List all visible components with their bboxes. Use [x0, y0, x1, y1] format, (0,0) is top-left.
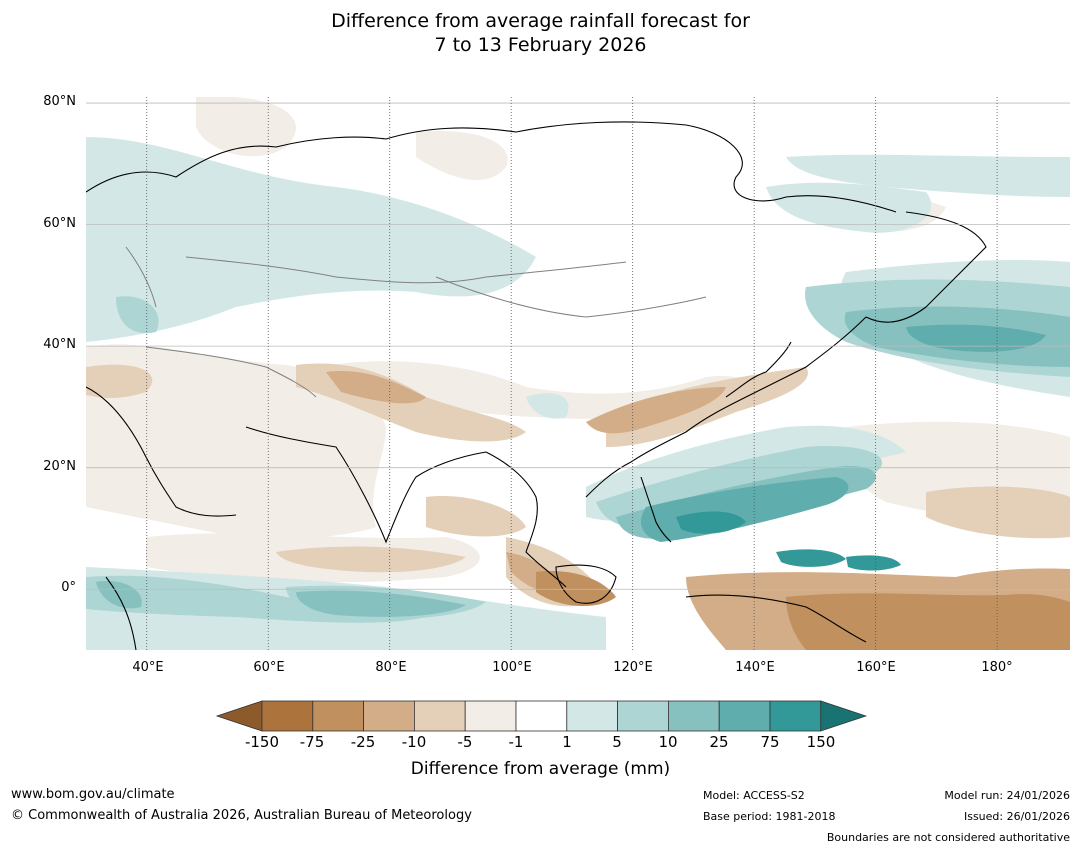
dry-area-borneo-sea	[536, 571, 616, 607]
legend-tick-minus-25: -25	[350, 733, 376, 751]
legend-tick-minus-5: -5	[457, 733, 473, 751]
footer-model-run: Model run: 24/01/2026	[944, 789, 1070, 802]
footer-copyright: © Commonwealth of Australia 2026, Austra…	[11, 808, 472, 823]
dry-area-east-pacific-2	[926, 486, 1070, 539]
lat-label-80n: 80°N	[43, 94, 76, 109]
legend-swatch-5	[464, 700, 517, 732]
legend-tick-1: 1	[562, 733, 572, 751]
longitude-gridlines	[146, 97, 998, 650]
coastline-kamchatka	[865, 211, 987, 323]
latitude-gridlines	[86, 102, 1070, 590]
lat-label-20n: 20°N	[43, 459, 76, 474]
coastline-east-africa	[105, 576, 137, 650]
coastline-arabia	[86, 386, 237, 517]
footer-issued: Issued: 26/01/2026	[963, 810, 1070, 823]
dry-area-south-china	[586, 387, 726, 434]
coastline-borneo	[555, 564, 617, 604]
border-china-mongolia	[435, 276, 707, 318]
very-heavy-wet-areas	[676, 511, 901, 571]
footer-disclaimer: Boundaries are not considered authoritat…	[826, 831, 1070, 844]
wet-area-caroline-islands-2	[846, 555, 901, 571]
very-dry-areas	[536, 571, 1070, 650]
dry-area-siberia	[416, 131, 508, 181]
rainfall-anomaly-map	[86, 97, 1070, 650]
legend-tick-5: 5	[612, 733, 622, 751]
border-eastern-europe	[125, 246, 157, 308]
legend-tick-25: 25	[709, 733, 729, 751]
wet-area-black-sea	[116, 296, 159, 334]
map-title-line-1: Difference from average rainfall forecas…	[331, 10, 750, 32]
wet-area-palau	[676, 511, 746, 534]
dry-area-arctic	[196, 97, 296, 157]
legend-swatches	[215, 700, 868, 732]
coastlines	[86, 121, 987, 650]
lon-label-60e: 60°E	[253, 660, 285, 675]
footer-model: Model: ACCESS-S2	[703, 789, 805, 802]
coastline-east-china	[585, 316, 867, 498]
lon-label-120e: 120°E	[613, 660, 653, 675]
legend-swatch-below-min	[215, 700, 263, 732]
dry-area-east-china-sea	[606, 367, 808, 447]
lon-label-40e: 40°E	[132, 660, 164, 675]
legend-swatch-4	[413, 700, 466, 732]
lon-label-100e: 100°E	[492, 660, 532, 675]
legend-swatch-above-max	[820, 700, 868, 732]
legend-tick-minus-75: -75	[299, 733, 325, 751]
wet-area-north-pacific-heavy	[906, 324, 1046, 352]
wet-area-indian-ocean-core	[296, 590, 466, 617]
legend-swatch-11	[769, 700, 822, 732]
legend-swatch-1	[261, 700, 314, 732]
dry-area-bay-bengal	[426, 496, 526, 537]
wet-area-europe	[86, 137, 536, 342]
legend-tick-minus-10: -10	[401, 733, 427, 751]
map-canvas	[86, 97, 1070, 650]
legend-tick-minus-150: -150	[244, 733, 280, 751]
legend-tick-150: 150	[806, 733, 836, 751]
dry-area-arabia	[86, 364, 153, 399]
dry-area-indian-ocean-south	[276, 546, 466, 573]
lon-label-160e: 160°E	[856, 660, 896, 675]
legend-title: Difference from average (mm)	[410, 759, 671, 779]
legend-swatch-9	[668, 700, 720, 732]
legend-swatch-8	[617, 700, 669, 732]
wet-area-gulf-aden	[96, 581, 142, 609]
coastline-new-guinea	[685, 594, 867, 643]
legend-swatch-2	[312, 700, 364, 732]
legend-tick-10: 10	[658, 733, 678, 751]
map-title-line-2: 7 to 13 February 2026	[434, 34, 647, 56]
border-west-asia	[145, 346, 317, 398]
wet-area-south-china-sea	[526, 393, 569, 419]
coastline-india	[245, 426, 487, 544]
footer-base-period: Base period: 1981-2018	[703, 810, 836, 823]
lat-label-60n: 60°N	[43, 216, 76, 231]
country-borders	[125, 246, 707, 398]
lat-label-40n: 40°N	[43, 337, 76, 352]
coastline-philippines	[640, 476, 672, 543]
lat-label-0: 0°	[61, 580, 76, 595]
dry-area-coral-sea	[786, 593, 1070, 650]
legend-tick-minus-1: -1	[508, 733, 524, 751]
legend-swatch-7	[566, 700, 618, 732]
coastline-indochina	[485, 451, 567, 588]
lon-label-180: 180°	[981, 660, 1013, 675]
wet-area-bering	[786, 154, 1070, 197]
coastline-japan	[725, 341, 792, 398]
legend-swatch-10	[718, 700, 771, 732]
legend-swatch-6	[515, 700, 568, 732]
lon-label-140e: 140°E	[735, 660, 775, 675]
footer-url[interactable]: www.bom.gov.au/climate	[11, 787, 175, 802]
legend-swatch-3	[363, 700, 415, 732]
wet-area-caroline-islands	[776, 549, 846, 567]
dry-area-himalaya-core	[326, 371, 426, 404]
legend-tick-75: 75	[760, 733, 780, 751]
lon-label-80e: 80°E	[375, 660, 407, 675]
border-central-asia	[185, 256, 627, 284]
coastline-europe-arctic	[86, 121, 897, 213]
